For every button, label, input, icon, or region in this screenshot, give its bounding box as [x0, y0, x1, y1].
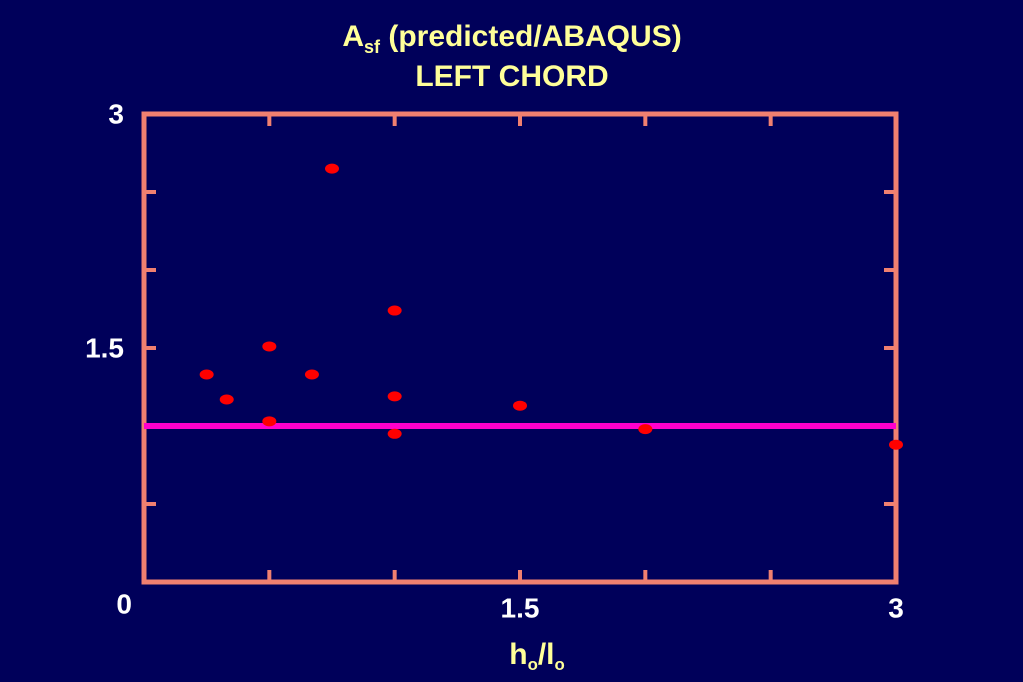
data-point [262, 416, 277, 427]
y-tick-label: 1.5 [85, 332, 124, 363]
y-tick-label: 0 [116, 588, 132, 619]
data-point [325, 163, 339, 174]
data-point [387, 428, 402, 439]
data-point [262, 341, 277, 352]
data-point [889, 439, 903, 450]
data-point [387, 391, 402, 402]
data-point [304, 369, 319, 380]
data-point [199, 369, 214, 380]
x-tick-label: 1.5 [501, 592, 540, 623]
text-segment: h [509, 638, 527, 671]
x-tick-label: 3 [888, 592, 904, 623]
data-point [387, 305, 402, 316]
text-segment: A [342, 20, 364, 53]
text-segment: (predicted/ABAQUS) [380, 20, 682, 53]
data-point [513, 400, 527, 411]
data-point [638, 424, 653, 435]
text-segment: /l [538, 638, 555, 671]
chart-title: Asf (predicted/ABAQUS) [342, 20, 681, 57]
x-axis-label: ho/lo [509, 638, 565, 674]
text-segment: o [555, 655, 565, 674]
data-point [219, 394, 234, 405]
chart-subtitle: LEFT CHORD [415, 60, 608, 93]
text-segment: sf [364, 37, 381, 57]
y-tick-label: 3 [108, 98, 124, 129]
text-segment: o [528, 655, 538, 674]
